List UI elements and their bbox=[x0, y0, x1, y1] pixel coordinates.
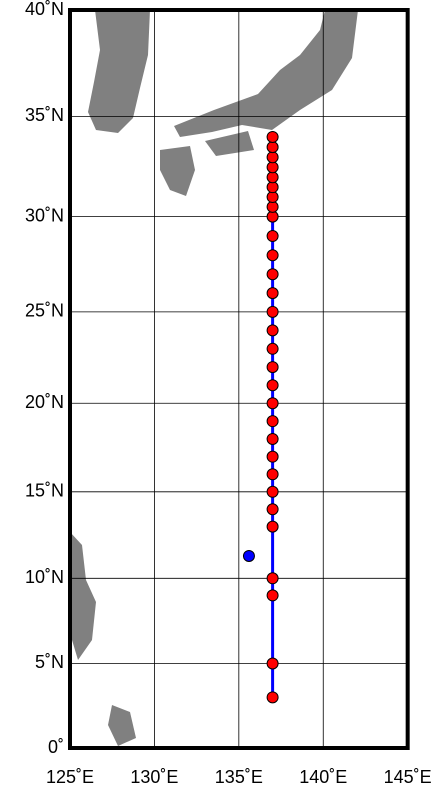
station bbox=[266, 589, 279, 602]
station bbox=[266, 379, 279, 392]
station bbox=[266, 268, 279, 281]
lat-label: 35˚N bbox=[25, 105, 64, 125]
frame bbox=[68, 8, 410, 750]
station bbox=[266, 324, 279, 337]
lat-label: 20˚N bbox=[25, 392, 64, 412]
station bbox=[266, 503, 279, 516]
station bbox=[266, 361, 279, 374]
lat-label: 30˚N bbox=[25, 205, 64, 225]
lat-label: 10˚N bbox=[25, 567, 64, 587]
station bbox=[266, 397, 279, 410]
lon-label: 145˚E bbox=[384, 767, 432, 787]
station bbox=[266, 161, 279, 174]
land bbox=[70, 10, 358, 746]
station bbox=[266, 572, 279, 585]
labels: 125˚E 130˚E 135˚E 140˚E 145˚E 0˚ 5˚N 10˚N 15˚N 20… bbox=[25, 0, 432, 787]
lon-label: 130˚E bbox=[130, 767, 178, 787]
station bbox=[266, 130, 279, 143]
station bbox=[266, 342, 279, 355]
lon-label: 125˚E bbox=[46, 767, 94, 787]
station bbox=[266, 181, 279, 194]
station bbox=[266, 249, 279, 262]
honshu bbox=[174, 10, 358, 137]
station bbox=[266, 305, 279, 318]
station bbox=[266, 191, 279, 204]
station bbox=[266, 415, 279, 428]
station bbox=[266, 691, 279, 704]
station bbox=[266, 468, 279, 481]
lat-label: 5˚N bbox=[35, 652, 64, 672]
marks bbox=[242, 130, 279, 704]
shikoku bbox=[205, 131, 254, 156]
station bbox=[266, 485, 279, 498]
station bbox=[266, 151, 279, 164]
station bbox=[266, 432, 279, 445]
lon-label: 135˚E bbox=[215, 767, 263, 787]
luzon bbox=[70, 532, 96, 660]
extra-point bbox=[242, 549, 255, 562]
station bbox=[266, 230, 279, 243]
lat-label: 15˚N bbox=[25, 481, 64, 501]
station bbox=[266, 657, 279, 670]
lat-label: 40˚N bbox=[25, 0, 64, 19]
mindanao bbox=[108, 705, 136, 746]
lat-label: 0˚ bbox=[48, 737, 64, 757]
station bbox=[266, 141, 279, 154]
korea bbox=[88, 10, 150, 133]
lon-label: 140˚E bbox=[299, 767, 347, 787]
kyushu bbox=[160, 146, 195, 196]
lat-label: 25˚N bbox=[25, 301, 64, 321]
station bbox=[266, 450, 279, 463]
station bbox=[266, 520, 279, 533]
station bbox=[266, 287, 279, 300]
station bbox=[266, 171, 279, 184]
